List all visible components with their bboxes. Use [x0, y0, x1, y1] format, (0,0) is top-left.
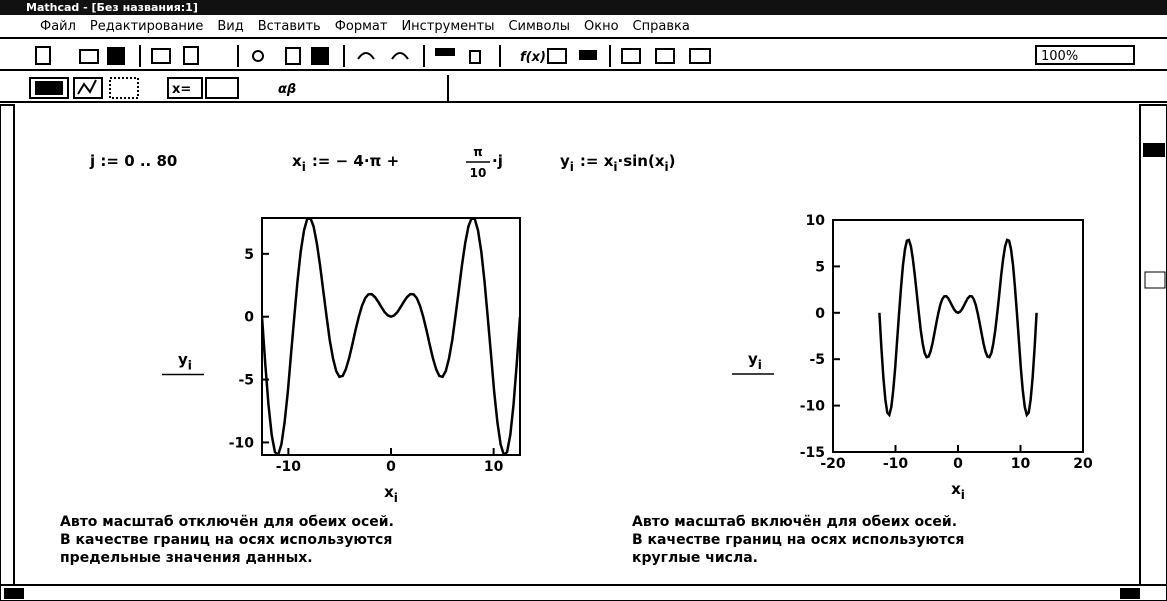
math-icons: x= αβ: [29, 75, 449, 101]
eq-tail: ·j: [492, 152, 503, 170]
eval-icon: x=: [172, 82, 191, 97]
menu-item[interactable]: Вид: [217, 18, 244, 34]
menu-item[interactable]: Символы: [508, 18, 570, 34]
axis-label-main: x: [384, 483, 394, 501]
eq-rhs: 0 .. 80: [124, 152, 177, 170]
eq-lhs: x: [292, 152, 302, 170]
x-tick-label: 0: [386, 459, 396, 475]
x-tick-label: 10: [484, 459, 504, 475]
equation-range: j := 0 .. 80: [89, 152, 177, 170]
greek-icon: αβ: [278, 82, 296, 97]
scroll-right[interactable]: [1120, 588, 1140, 599]
equation-y: yi:= xi·sin(xi): [560, 152, 676, 174]
eq-op: :=: [580, 152, 599, 170]
y-tick-label: -10: [800, 399, 826, 415]
horizontal-scrollbar[interactable]: [0, 584, 1167, 601]
caption: Авто масштаб отключён для обеих осей.: [60, 514, 394, 530]
axis-label-sub: i: [188, 359, 192, 373]
y-tick-label: -10: [229, 435, 255, 451]
eq-rhs: − 4·π +: [336, 152, 400, 170]
x-tick-label: 20: [1073, 456, 1093, 472]
data-line: [262, 218, 520, 455]
y-tick-label: 0: [244, 310, 254, 326]
menu-item[interactable]: Файл: [40, 18, 76, 34]
y-tick-label: 5: [815, 259, 825, 275]
eq-rhs: x: [604, 152, 614, 170]
eq-sub: i: [570, 160, 574, 174]
axis-label-sub: i: [394, 491, 398, 505]
x-tick-label: -10: [883, 456, 909, 472]
eq-sub: i: [302, 160, 306, 174]
eq-lhs: y: [560, 152, 570, 170]
eq-op: :=: [100, 152, 119, 170]
y-tick-label: -15: [800, 445, 825, 461]
axis-label-main: y: [178, 351, 188, 369]
menu-bar: Файл Редактирование Вид Вставить Формат Инстр…: [0, 15, 1167, 39]
y-axis-label: yi: [748, 350, 762, 372]
menu-item[interactable]: Справка: [632, 18, 690, 34]
menu-item[interactable]: Окно: [584, 18, 619, 34]
scroll-thumb[interactable]: [1144, 271, 1166, 289]
axis-label-sub: i: [961, 488, 965, 502]
menu-item[interactable]: Формат: [334, 18, 388, 34]
eq-sub: i: [613, 160, 617, 174]
caption: круглые числа.: [632, 550, 758, 566]
x-tick-label: 10: [1011, 456, 1031, 472]
menu-item[interactable]: Редактирование: [89, 18, 204, 34]
eq-close: ): [669, 152, 676, 170]
scroll-left[interactable]: [4, 588, 24, 599]
y-tick-label: 10: [806, 213, 826, 229]
caption: В качестве границ на осях используются: [632, 532, 964, 548]
y-axis-label: yi: [178, 351, 192, 373]
eq-lhs: j: [89, 152, 95, 170]
x-tick-label: 0: [953, 456, 963, 472]
caption: Авто масштаб включён для обеих осей.: [632, 514, 957, 530]
data-line: [878, 238, 1038, 418]
function-icon: f(x): [520, 50, 546, 65]
y-tick-label: 0: [815, 306, 825, 322]
equation-x: xi := − 4·π +: [292, 152, 399, 174]
vertical-scrollbar[interactable]: [1139, 104, 1167, 586]
menu-item[interactable]: Вставить: [257, 18, 321, 34]
zoom-box[interactable]: 100%: [1035, 45, 1135, 65]
eq-op: :=: [312, 152, 331, 170]
axis-label-sub: i: [758, 358, 762, 372]
x-axis-label: xi: [951, 480, 965, 502]
left-border: [0, 104, 15, 586]
eq-sub: i: [665, 160, 669, 174]
equations: j := 0 .. 80 xi:= − 4·π + π 10 ·j yi:= x…: [89, 145, 676, 180]
math-toolbar: x= αβ: [0, 73, 1167, 103]
caption: предельные значения данных.: [60, 550, 313, 566]
x-tick-label: -10: [276, 459, 302, 475]
y-tick-label: -5: [238, 373, 254, 389]
toolbar-icons: f(x): [35, 45, 711, 67]
title-bar: Mathcad - [Без названия:1]: [0, 0, 1167, 15]
axis-label-main: x: [951, 480, 961, 498]
eq-den: 10: [470, 166, 487, 180]
axis-label-main: y: [748, 350, 758, 368]
y-tick-label: 5: [244, 247, 254, 263]
menu-item[interactable]: Инструменты: [401, 18, 495, 34]
eq-fn: ·sin(x: [618, 152, 665, 170]
eq-num: π: [473, 145, 483, 159]
scroll-up[interactable]: [1143, 143, 1165, 157]
plot-frame: [832, 219, 1084, 453]
x-tick-label: -20: [820, 456, 846, 472]
caption: В качестве границ на осях используются: [60, 532, 392, 548]
standard-toolbar: f(x) 100%: [0, 41, 1167, 71]
x-axis-label: xi: [384, 483, 398, 505]
y-tick-label: -5: [809, 352, 825, 368]
